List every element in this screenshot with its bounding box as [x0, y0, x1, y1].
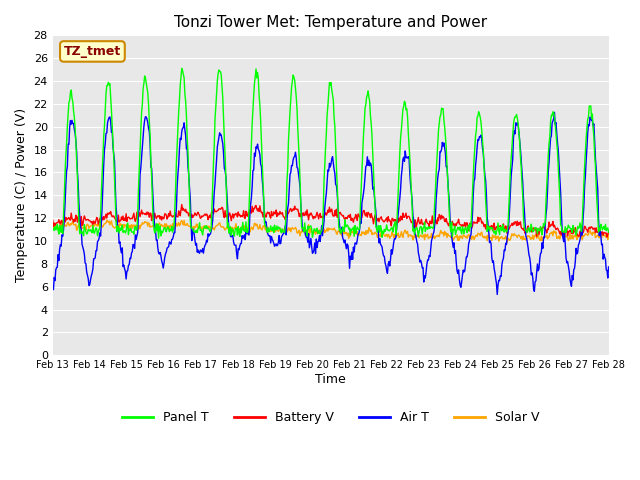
X-axis label: Time: Time: [316, 373, 346, 386]
Text: TZ_tmet: TZ_tmet: [64, 45, 121, 58]
Y-axis label: Temperature (C) / Power (V): Temperature (C) / Power (V): [15, 108, 28, 282]
Legend: Panel T, Battery V, Air T, Solar V: Panel T, Battery V, Air T, Solar V: [116, 406, 545, 429]
Title: Tonzi Tower Met: Temperature and Power: Tonzi Tower Met: Temperature and Power: [174, 15, 487, 30]
